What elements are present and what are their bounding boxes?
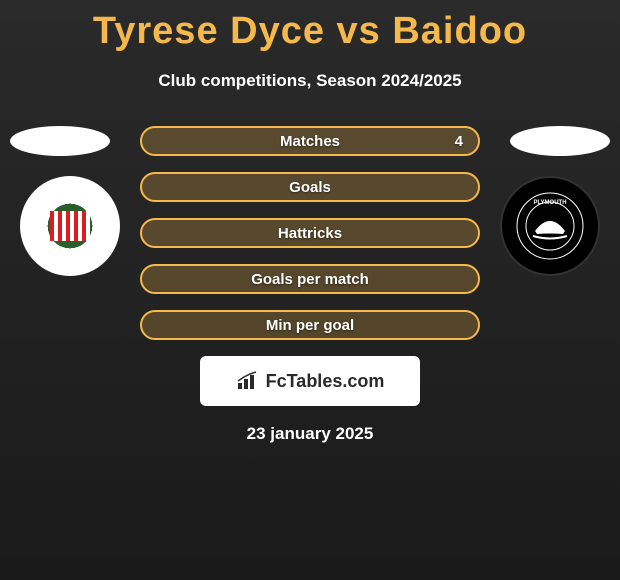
stat-label: Min per goal bbox=[266, 317, 354, 334]
club-logo-left bbox=[20, 176, 120, 276]
stat-row-goals-per-match: Goals per match bbox=[140, 264, 480, 294]
stat-label: Hattricks bbox=[278, 225, 342, 242]
stat-row-matches: Matches 4 bbox=[140, 126, 480, 156]
club-badge-right-icon: PLYMOUTH bbox=[515, 191, 585, 261]
club-logo-right: PLYMOUTH bbox=[500, 176, 600, 276]
brand-logo: FcTables.com bbox=[200, 356, 420, 406]
stat-row-min-per-goal: Min per goal bbox=[140, 310, 480, 340]
comparison-content: PLYMOUTH Matches 4 Goals Hattricks Goals… bbox=[0, 126, 620, 444]
stat-label: Goals bbox=[289, 179, 331, 196]
chart-icon bbox=[236, 371, 260, 391]
stat-row-hattricks: Hattricks bbox=[140, 218, 480, 248]
stat-label: Matches bbox=[280, 133, 340, 150]
stats-pills: Matches 4 Goals Hattricks Goals per matc… bbox=[140, 126, 480, 340]
svg-text:PLYMOUTH: PLYMOUTH bbox=[533, 200, 566, 206]
subtitle: Club competitions, Season 2024/2025 bbox=[0, 71, 620, 91]
page-title: Tyrese Dyce vs Baidoo bbox=[0, 0, 620, 53]
swoosh-right-icon bbox=[510, 126, 610, 156]
date-label: 23 january 2025 bbox=[0, 424, 620, 444]
stat-label: Goals per match bbox=[251, 271, 369, 288]
stat-value-right: 4 bbox=[455, 133, 463, 150]
stat-row-goals: Goals bbox=[140, 172, 480, 202]
brand-label: FcTables.com bbox=[266, 371, 385, 392]
swoosh-left-icon bbox=[10, 126, 110, 156]
club-badge-left-icon bbox=[35, 191, 105, 261]
